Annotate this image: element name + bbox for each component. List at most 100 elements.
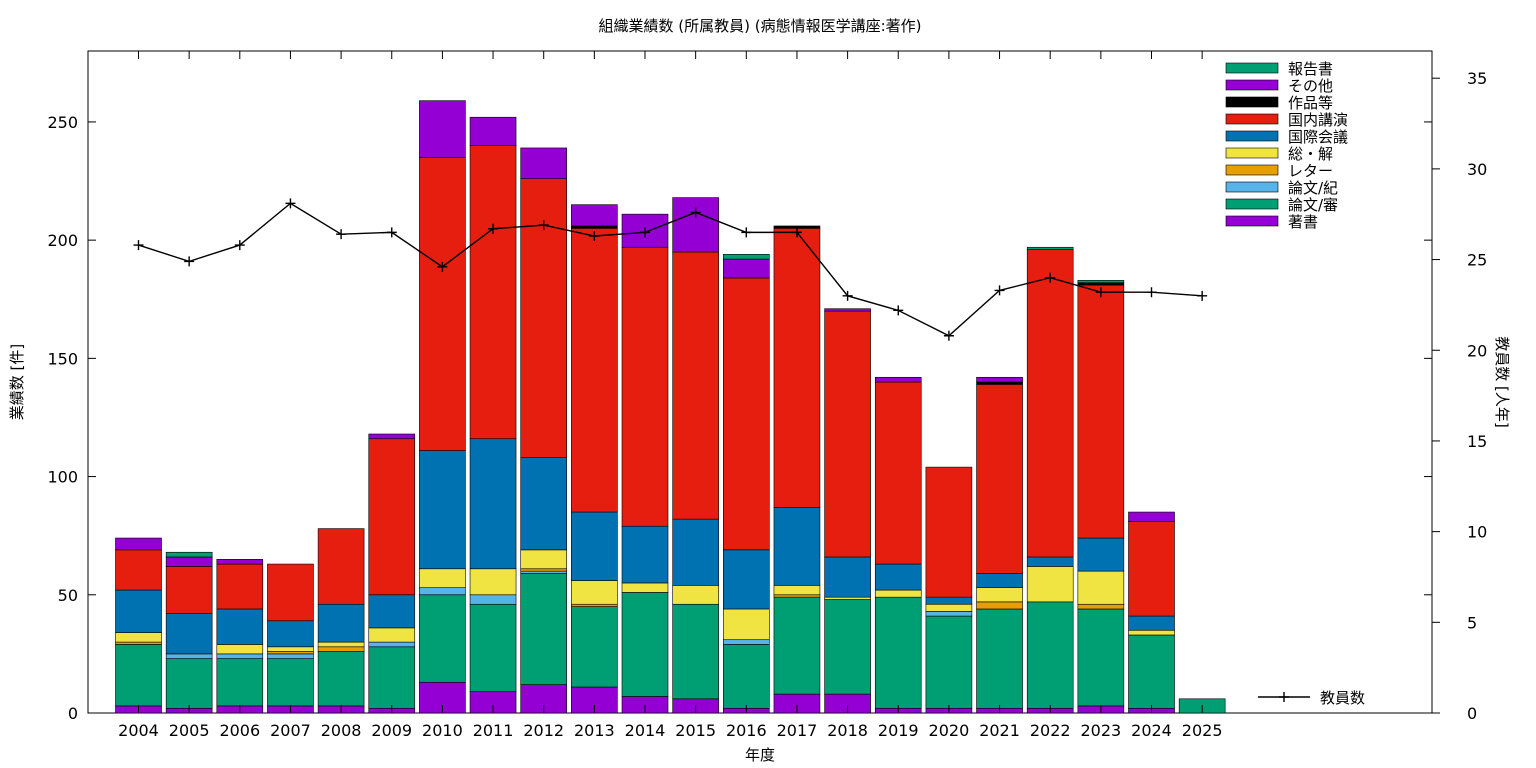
legend-label-6: レター bbox=[1288, 162, 1333, 180]
bar-2018-series-1 bbox=[824, 599, 871, 695]
bar-2009-series-2 bbox=[368, 641, 416, 648]
legend-label-5: 総・解 bbox=[1288, 145, 1333, 163]
x-tick-label-2024: 2024 bbox=[1131, 721, 1172, 740]
x-axis-label: 年度 bbox=[745, 746, 775, 764]
bar-2015-series-5 bbox=[672, 518, 719, 586]
x-tick-label-2009: 2009 bbox=[371, 721, 412, 740]
y2-tick-label-25: 25 bbox=[1467, 251, 1487, 270]
y2-tick-label-20: 20 bbox=[1467, 341, 1487, 360]
x-tick-label-2018: 2018 bbox=[827, 721, 868, 740]
bar-2007-series-4 bbox=[267, 646, 314, 652]
x-tick-label-2022: 2022 bbox=[1030, 721, 1071, 740]
x-tick-label-2023: 2023 bbox=[1080, 721, 1121, 740]
faculty-point-2014 bbox=[640, 227, 650, 238]
x-tick-label-2015: 2015 bbox=[675, 721, 716, 740]
faculty-point-2007 bbox=[285, 198, 296, 209]
bar-2007-series-5 bbox=[267, 620, 314, 648]
faculty-point-2006 bbox=[234, 240, 245, 251]
bar-2013-series-4 bbox=[571, 580, 618, 605]
bar-2014-series-6 bbox=[621, 246, 669, 527]
bar-2010-series-6 bbox=[419, 157, 466, 451]
legend-swatch-7 bbox=[1225, 181, 1279, 193]
x-tick-label-2005: 2005 bbox=[169, 721, 210, 740]
faculty-point-2009 bbox=[386, 227, 397, 238]
bar-2020-series-2 bbox=[925, 611, 973, 617]
bar-2023-series-7 bbox=[1077, 282, 1125, 286]
x-tick-label-2021: 2021 bbox=[979, 721, 1020, 740]
legend-label-7: 論文/紀 bbox=[1288, 179, 1338, 197]
bar-2018-series-4 bbox=[824, 596, 871, 600]
bar-2022-series-9 bbox=[1026, 246, 1074, 250]
bar-2004-series-6 bbox=[115, 549, 162, 591]
bar-2006-series-4 bbox=[216, 644, 264, 655]
faculty-point-2015 bbox=[690, 207, 701, 218]
bar-2018-series-5 bbox=[824, 556, 871, 598]
bar-2016-series-8 bbox=[722, 258, 770, 279]
bar-2009-series-5 bbox=[368, 594, 416, 629]
legend-swatch-1 bbox=[1225, 79, 1279, 91]
bar-2021-series-7 bbox=[976, 381, 1023, 385]
legend-swatch-3 bbox=[1225, 113, 1279, 125]
faculty-line-layer bbox=[133, 198, 1208, 341]
chart-title: 組織業績数 (所属教員) (病態情報医学講座:著作) bbox=[598, 17, 921, 35]
bar-2017-series-5 bbox=[773, 507, 821, 586]
y-tick-label-50: 50 bbox=[58, 586, 78, 605]
bar-2013-series-7 bbox=[571, 225, 618, 229]
bar-2008-series-5 bbox=[317, 603, 365, 643]
bar-2009-series-6 bbox=[368, 438, 416, 596]
bar-2024-series-1 bbox=[1128, 634, 1175, 709]
faculty-point-2020 bbox=[943, 330, 954, 341]
faculty-point-2012 bbox=[538, 220, 549, 231]
bar-2016-series-6 bbox=[722, 277, 770, 551]
legend-label-line: 教員数 bbox=[1320, 689, 1365, 707]
bar-2024-series-8 bbox=[1128, 511, 1175, 522]
bar-2023-series-3 bbox=[1077, 603, 1125, 610]
bar-2014-series-4 bbox=[621, 582, 669, 593]
faculty-point-2025 bbox=[1197, 290, 1208, 301]
bar-2022-series-5 bbox=[1026, 556, 1074, 567]
x-tick-label-2016: 2016 bbox=[726, 721, 767, 740]
bar-2004-series-5 bbox=[115, 589, 162, 633]
bar-2015-series-1 bbox=[672, 603, 719, 700]
bar-2021-series-6 bbox=[976, 384, 1023, 574]
bar-2021-series-3 bbox=[976, 601, 1023, 610]
bar-2013-series-3 bbox=[571, 603, 618, 607]
y2-tick-label-30: 30 bbox=[1467, 160, 1487, 179]
bar-2016-series-9 bbox=[722, 254, 770, 260]
bar-2023-series-5 bbox=[1077, 537, 1125, 572]
bar-2021-series-4 bbox=[976, 587, 1023, 603]
bar-2024-series-5 bbox=[1128, 615, 1175, 631]
bar-2012-series-3 bbox=[520, 568, 568, 572]
bar-2022-series-6 bbox=[1026, 249, 1074, 558]
bar-layer bbox=[115, 100, 1226, 714]
bar-2020-series-5 bbox=[925, 596, 973, 605]
faculty-point-2010 bbox=[437, 261, 448, 272]
bar-2014-series-1 bbox=[621, 592, 669, 697]
bar-2017-series-1 bbox=[773, 596, 821, 695]
y2-tick-label-0: 0 bbox=[1467, 704, 1477, 723]
bar-2010-series-4 bbox=[419, 568, 466, 588]
bar-2012-series-1 bbox=[520, 573, 568, 685]
faculty-point-2005 bbox=[184, 256, 195, 267]
bar-2005-series-2 bbox=[165, 653, 213, 659]
bar-2006-series-8 bbox=[216, 559, 264, 565]
bar-2019-series-8 bbox=[874, 376, 922, 383]
x-tick-label-2019: 2019 bbox=[878, 721, 919, 740]
bar-2021-series-1 bbox=[976, 608, 1023, 709]
bar-2015-series-8 bbox=[672, 197, 719, 253]
faculty-point-2023 bbox=[1095, 287, 1106, 298]
bar-2017-series-4 bbox=[773, 585, 821, 596]
bar-2013-series-5 bbox=[571, 511, 618, 581]
bar-2010-series-1 bbox=[419, 594, 466, 683]
legend-label-0: 報告書 bbox=[1288, 60, 1333, 78]
bar-2009-series-4 bbox=[368, 627, 416, 643]
y-axis-label: 業績数 [件] bbox=[8, 344, 26, 420]
bar-2008-series-6 bbox=[317, 528, 365, 605]
bar-2011-series-4 bbox=[469, 568, 517, 596]
legend-swatch-6 bbox=[1225, 164, 1279, 176]
bar-2009-series-8 bbox=[368, 433, 416, 440]
x-tick-label-2007: 2007 bbox=[270, 721, 311, 740]
x-tick-label-2006: 2006 bbox=[219, 721, 260, 740]
